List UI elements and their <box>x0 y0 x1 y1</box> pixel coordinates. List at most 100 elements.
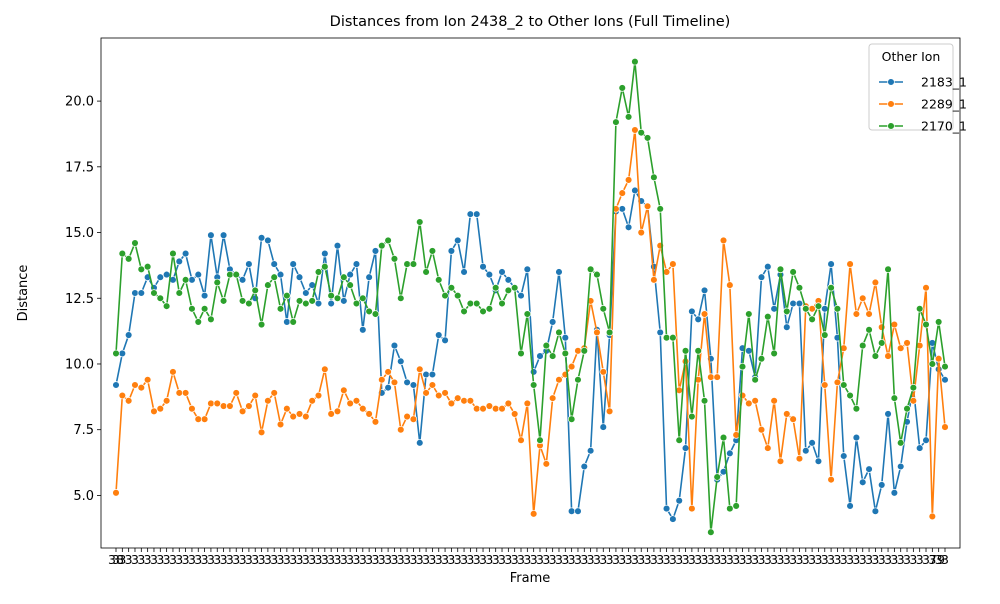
data-point <box>226 402 234 410</box>
data-point <box>802 446 810 455</box>
x-tick-label: 3 <box>340 552 348 567</box>
x-tick-label: 3 <box>441 552 449 567</box>
data-point <box>757 354 766 363</box>
x-tick-label: 3 <box>770 552 778 567</box>
data-point <box>302 299 310 308</box>
data-point <box>359 326 367 334</box>
data-point <box>523 265 532 274</box>
data-point <box>441 336 449 345</box>
data-point <box>510 410 519 418</box>
data-point <box>757 273 766 281</box>
data-point <box>359 294 367 303</box>
data-point <box>340 273 348 281</box>
data-point <box>137 265 146 274</box>
x-tick-label: 3 <box>213 552 221 567</box>
data-point <box>599 305 608 313</box>
data-point <box>479 404 487 413</box>
data-point <box>352 260 361 268</box>
legend-marker-2289_1 <box>887 100 895 108</box>
data-point <box>232 389 240 397</box>
data-point <box>137 289 146 297</box>
data-point <box>669 333 677 342</box>
data-point <box>346 270 354 279</box>
data-point <box>257 234 266 242</box>
x-tick-label: 3 <box>302 552 310 567</box>
x-tick-label: 3 <box>720 552 728 567</box>
x-tick-label: 3 <box>941 552 949 567</box>
data-point <box>567 415 576 423</box>
data-point <box>922 320 930 329</box>
data-point <box>548 318 557 326</box>
data-point <box>827 283 835 292</box>
x-tick-label: 3 <box>625 552 633 567</box>
legend-box <box>868 43 954 131</box>
x-tick-label: 3 <box>371 552 379 567</box>
data-point <box>321 365 329 373</box>
data-point <box>694 347 702 355</box>
data-point <box>675 436 683 444</box>
data-point <box>548 352 557 360</box>
data-point <box>764 262 772 271</box>
data-point <box>428 370 437 379</box>
data-point <box>188 404 196 413</box>
data-point <box>466 299 475 308</box>
x-tick-label: 3 <box>207 552 215 567</box>
y-tick-label: 10.0 <box>65 357 94 372</box>
data-point <box>833 305 842 313</box>
x-tick-label: 3 <box>675 552 683 567</box>
x-tick-label: 3 <box>776 552 784 567</box>
x-tick-label: 3 <box>593 552 601 567</box>
x-tick-label: 3 <box>334 552 342 567</box>
data-point <box>498 299 506 308</box>
data-point <box>308 397 316 405</box>
x-tick-label: 3 <box>447 552 455 567</box>
data-point <box>270 389 278 397</box>
x-tick-label: 3 <box>739 552 747 567</box>
data-point <box>453 236 462 245</box>
x-tick-label: 3 <box>296 552 304 567</box>
data-point <box>631 57 639 66</box>
data-point <box>207 315 215 324</box>
data-point <box>770 305 778 313</box>
data-point <box>909 397 918 405</box>
data-point <box>270 273 278 281</box>
legend-marker-2183_1 <box>887 78 895 86</box>
data-point <box>485 270 494 279</box>
x-tick-label: 3 <box>523 552 531 567</box>
data-point <box>365 273 373 281</box>
data-point <box>726 504 734 513</box>
data-point <box>618 189 627 197</box>
data-point <box>890 489 899 497</box>
data-point <box>624 176 633 184</box>
data-point <box>118 391 127 400</box>
data-point <box>289 260 297 268</box>
x-tick-label: 3 <box>390 552 398 567</box>
x-tick-label: 3 <box>182 552 190 567</box>
data-point <box>314 391 323 400</box>
data-point <box>517 349 525 358</box>
data-point <box>745 399 753 408</box>
data-point <box>643 134 652 142</box>
data-point <box>567 362 576 371</box>
data-point <box>618 84 627 92</box>
x-tick-label: 3 <box>321 552 329 567</box>
data-point <box>536 352 544 360</box>
data-point <box>745 347 753 355</box>
data-point <box>884 265 892 274</box>
data-point <box>371 418 380 426</box>
data-point <box>390 341 399 350</box>
x-tick-label: 3 <box>612 552 620 567</box>
data-point <box>637 128 645 137</box>
x-tick-label: 3 <box>125 552 133 567</box>
data-point <box>719 236 728 245</box>
data-point <box>833 378 842 387</box>
x-tick-label: 3 <box>175 552 183 567</box>
data-point <box>251 391 259 400</box>
data-point <box>852 310 861 318</box>
data-point <box>877 339 886 347</box>
x-tick-label: 3 <box>397 552 405 567</box>
data-point <box>865 310 873 318</box>
data-point <box>523 399 532 408</box>
x-tick-label: 3 <box>258 552 266 567</box>
x-tick-label: 3 <box>751 552 759 567</box>
